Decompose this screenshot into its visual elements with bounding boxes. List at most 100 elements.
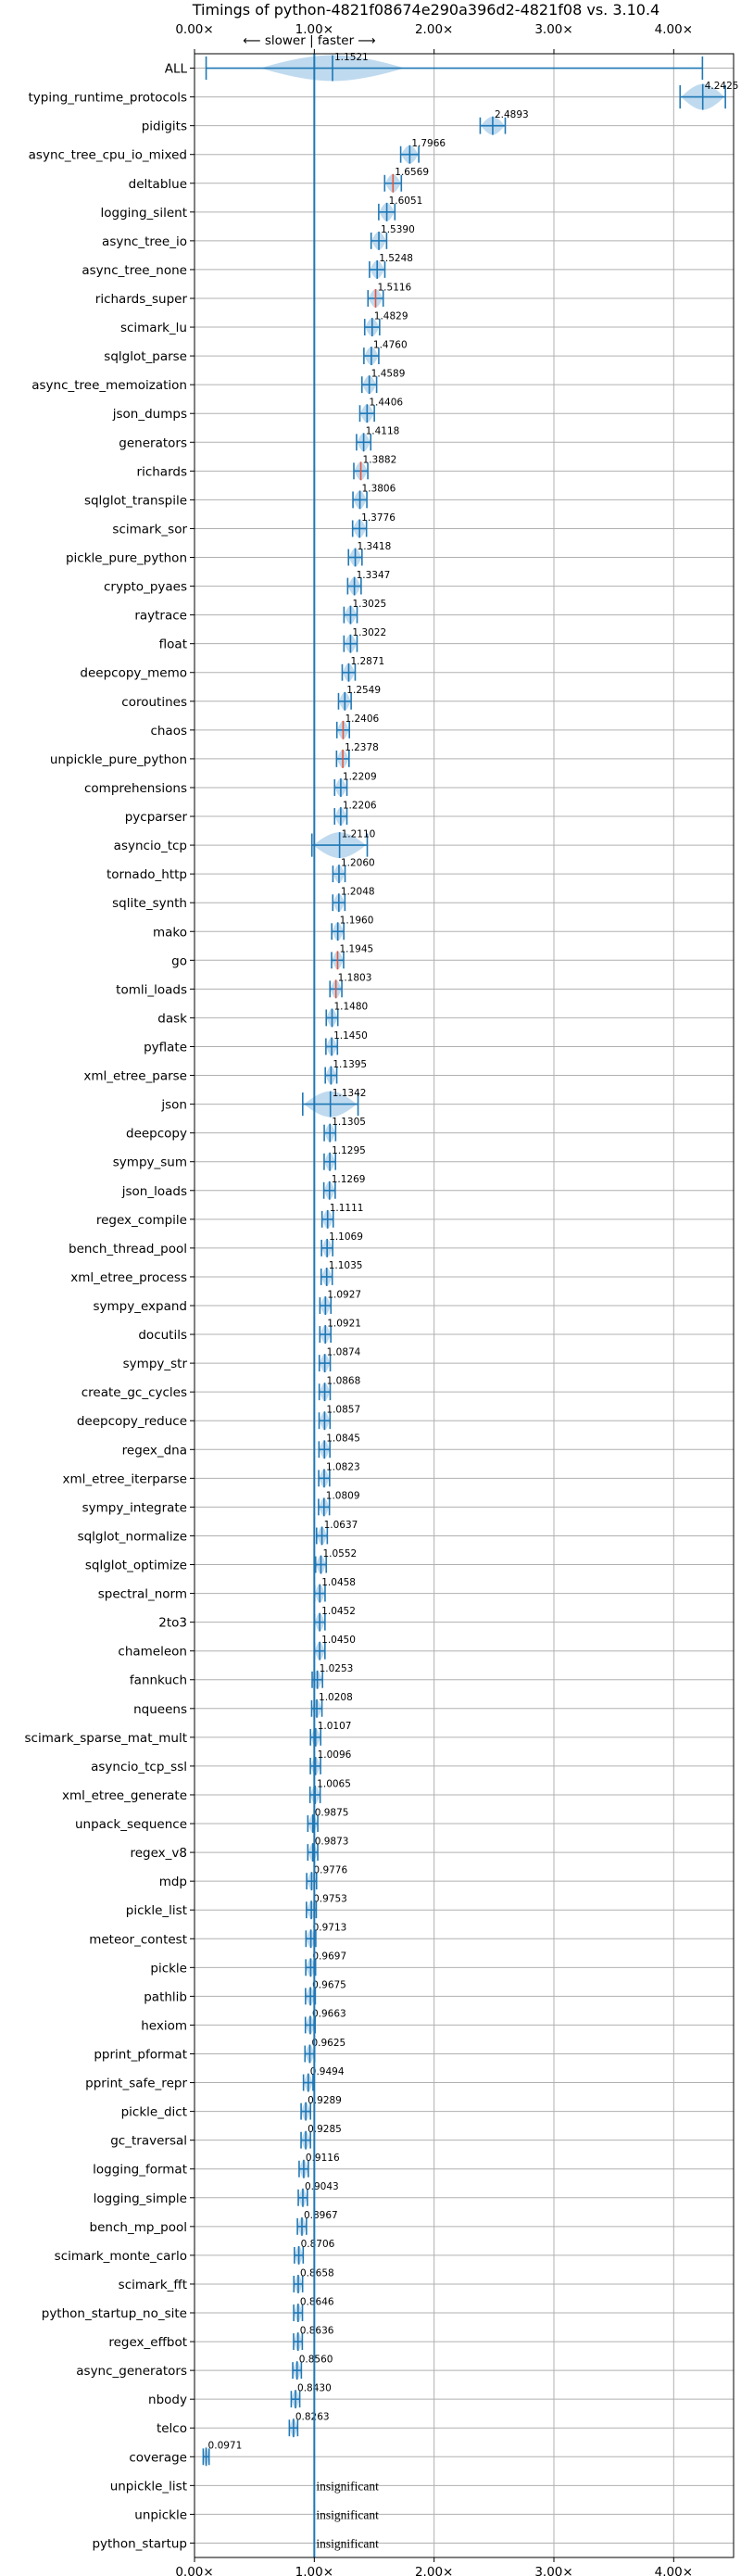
- benchmark-label: sqlite_synth: [112, 896, 187, 911]
- x-tick-label-top: 0.00×: [175, 22, 213, 37]
- benchmark-label: pyflate: [144, 1040, 187, 1054]
- benchmark-label: scimark_monte_carlo: [55, 2249, 187, 2264]
- insignificant-label: insignificant: [316, 2507, 379, 2521]
- value-label: 1.0809: [326, 1491, 360, 1502]
- value-label: 1.0552: [322, 1548, 357, 1559]
- benchmark-label: sympy_integrate: [82, 1500, 187, 1515]
- value-label: 0.9713: [313, 1923, 347, 1934]
- value-label: 1.0253: [320, 1663, 354, 1674]
- benchmark-label: mdp: [159, 1875, 187, 1889]
- value-label: 0.8646: [300, 2296, 334, 2307]
- value-label: 0.9625: [311, 2038, 345, 2049]
- value-label: 1.3806: [362, 484, 396, 495]
- value-label: 0.9697: [312, 1951, 346, 1963]
- benchmark-label: richards_super: [95, 292, 188, 307]
- value-label: 1.2406: [345, 713, 379, 725]
- benchmark-label: async_tree_none: [82, 263, 187, 278]
- value-label: 1.0637: [324, 1520, 358, 1531]
- benchmark-label: sqlglot_optimize: [85, 1559, 187, 1573]
- value-label: 0.8967: [304, 2210, 338, 2221]
- insignificant-label: insignificant: [316, 2479, 379, 2493]
- value-label: 1.4406: [369, 398, 403, 409]
- speed-direction-label: ⟵ slower | faster ⟶: [243, 33, 376, 48]
- value-label: 1.1960: [340, 915, 374, 927]
- benchmark-label: comprehensions: [84, 781, 187, 796]
- axis-ticks: 0.00× 0.00× 1.00× 1.00× 2.00× 2.00× 3.00× 3.00×…: [175, 22, 693, 2576]
- benchmark-label: python_startup: [92, 2536, 187, 2551]
- benchmark-label: float: [159, 638, 187, 652]
- value-label: 1.0208: [319, 1692, 353, 1703]
- grid: [194, 54, 734, 2557]
- value-label: 1.2110: [342, 828, 376, 840]
- benchmark-label: async_generators: [76, 2364, 187, 2379]
- benchmark-label: 2to3: [158, 1616, 187, 1631]
- value-label: 1.0065: [317, 1778, 351, 1789]
- x-tick-label-bottom: 4.00×: [655, 2565, 693, 2576]
- x-tick-label-bottom: 0.00×: [175, 2565, 213, 2576]
- value-label: 1.2206: [343, 800, 377, 811]
- benchmark-label: gc_traversal: [110, 2134, 187, 2149]
- value-label: 1.4589: [371, 368, 406, 379]
- value-label: 2.4893: [495, 109, 529, 120]
- value-label: 1.1803: [338, 973, 372, 984]
- x-tick-label-top: 1.00×: [295, 22, 333, 37]
- benchmark-label: json: [160, 1098, 187, 1113]
- benchmark-label: unpack_sequence: [75, 1817, 187, 1832]
- benchmark-label: chameleon: [118, 1645, 187, 1660]
- value-label: 1.0823: [326, 1462, 360, 1473]
- benchmark-label: pickle: [150, 1961, 187, 1976]
- value-label: 0.8706: [301, 2239, 335, 2250]
- benchmark-label: nqueens: [133, 1702, 187, 1717]
- value-label: 1.5116: [378, 282, 412, 293]
- benchmark-label: python_startup_no_site: [42, 2306, 187, 2321]
- benchmark-label: scimark_fft: [119, 2278, 187, 2292]
- x-tick-label-top: 4.00×: [655, 22, 693, 37]
- value-label: 1.1395: [333, 1059, 367, 1070]
- value-label: 1.0921: [327, 1318, 361, 1329]
- value-label: 1.3776: [361, 512, 396, 524]
- value-label: 1.3882: [363, 455, 397, 466]
- value-label: 1.1069: [329, 1231, 363, 1243]
- value-label: 1.5390: [381, 224, 415, 235]
- benchmark-label: pickle_pure_python: [66, 551, 187, 566]
- benchmark-label: logging_simple: [94, 2191, 187, 2206]
- benchmark-label: scimark_sor: [112, 522, 187, 537]
- value-label: 1.4118: [366, 426, 400, 437]
- benchmark-label: unpickle: [134, 2507, 187, 2522]
- benchmark-label: sqlglot_transpile: [84, 493, 187, 508]
- value-label: 0.9285: [308, 2124, 342, 2135]
- value-label: 0.9043: [305, 2181, 339, 2192]
- value-label: 4.2425: [705, 81, 739, 92]
- benchmark-label: async_tree_cpu_io_mixed: [29, 148, 187, 163]
- x-tick-label-bottom: 3.00×: [534, 2565, 572, 2576]
- value-label: 1.2549: [346, 685, 381, 696]
- value-label: 0.8560: [299, 2354, 333, 2365]
- x-tick-label-top: 3.00×: [534, 22, 572, 37]
- benchmark-label: asyncio_tcp: [114, 839, 187, 853]
- benchmark-label: deepcopy_reduce: [77, 1414, 187, 1429]
- benchmark-label: unpickle_pure_python: [50, 752, 187, 767]
- benchmark-label: meteor_contest: [89, 1932, 187, 1947]
- benchmark-label: regex_dna: [122, 1443, 187, 1458]
- value-label: 1.2871: [350, 656, 384, 667]
- benchmark-label: deepcopy: [126, 1127, 187, 1142]
- chart-title: Timings of python-4821f08674e290a396d2-4…: [192, 1, 659, 19]
- benchmark-label: crypto_pyaes: [104, 580, 187, 595]
- value-label: 0.8263: [295, 2412, 330, 2423]
- value-label: 0.9116: [306, 2153, 340, 2164]
- value-label: 1.0845: [326, 1433, 360, 1445]
- benchmark-label: json_dumps: [112, 407, 187, 422]
- value-label: 0.9289: [308, 2095, 342, 2106]
- benchmark-label: unpickle_list: [110, 2479, 187, 2494]
- value-label: 1.6051: [389, 196, 423, 207]
- value-label: 1.4760: [373, 339, 408, 350]
- benchmark-label: xml_etree_generate: [62, 1788, 187, 1803]
- benchmark-label: xml_etree_iterparse: [63, 1471, 188, 1486]
- benchmark-label: tomli_loads: [116, 982, 187, 997]
- value-label: 0.9873: [315, 1836, 349, 1847]
- value-label: 0.9776: [313, 1864, 347, 1875]
- value-label: 1.3347: [357, 570, 391, 581]
- value-label: 1.2378: [345, 742, 379, 753]
- benchmark-label: sqlglot_parse: [104, 349, 187, 364]
- benchmark-label: async_tree_io: [102, 234, 187, 249]
